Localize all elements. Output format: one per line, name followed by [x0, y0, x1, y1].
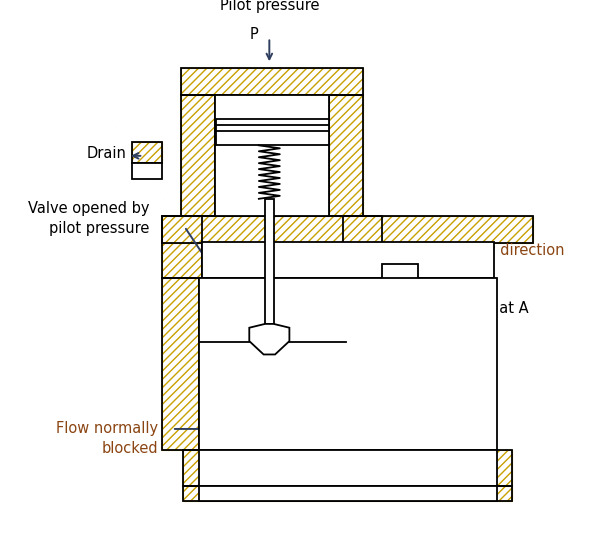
Text: Flow normally
blocked: Flow normally blocked [56, 421, 159, 456]
Text: P: P [249, 27, 258, 42]
Bar [330, 95, 363, 216]
Bar [215, 145, 330, 160]
Bar [162, 278, 198, 450]
Text: R: R [203, 437, 213, 452]
Bar [330, 95, 363, 216]
Bar [162, 216, 201, 278]
Bar [382, 243, 418, 264]
Bar [132, 164, 162, 179]
Bar [184, 486, 512, 501]
Bar [265, 199, 274, 324]
Bar [184, 486, 512, 501]
Bar [198, 450, 497, 486]
Bar [182, 68, 363, 95]
Bar [162, 278, 198, 450]
Bar [343, 216, 382, 278]
Bar [216, 119, 328, 145]
Bar [198, 278, 497, 450]
Bar [132, 143, 162, 164]
Bar [346, 278, 382, 450]
Bar [162, 216, 533, 243]
Bar [382, 243, 418, 264]
Text: Valve opened by
pilot pressure: Valve opened by pilot pressure [27, 201, 149, 236]
Bar [343, 243, 382, 262]
Bar [382, 264, 418, 279]
Bar [184, 450, 512, 486]
Bar [162, 216, 533, 243]
Text: Poppet pressure at A
assists pilot: Poppet pressure at A assists pilot [376, 301, 529, 336]
Bar [184, 450, 512, 486]
Bar [132, 143, 162, 164]
Bar [343, 216, 382, 278]
Text: Free flow direction: Free flow direction [430, 243, 564, 258]
Text: A: A [279, 303, 289, 318]
Bar [343, 243, 382, 262]
Bar [198, 486, 497, 501]
Bar [215, 95, 330, 216]
Text: Q: Q [390, 270, 402, 285]
Bar [201, 242, 494, 278]
Bar [182, 95, 215, 216]
Bar [346, 278, 382, 450]
Bar [182, 95, 215, 216]
Text: Drain: Drain [86, 147, 126, 162]
Polygon shape [249, 324, 289, 355]
Bar [215, 145, 330, 160]
Text: Pilot pressure: Pilot pressure [220, 0, 319, 13]
Bar [182, 68, 363, 95]
Bar [162, 216, 201, 278]
